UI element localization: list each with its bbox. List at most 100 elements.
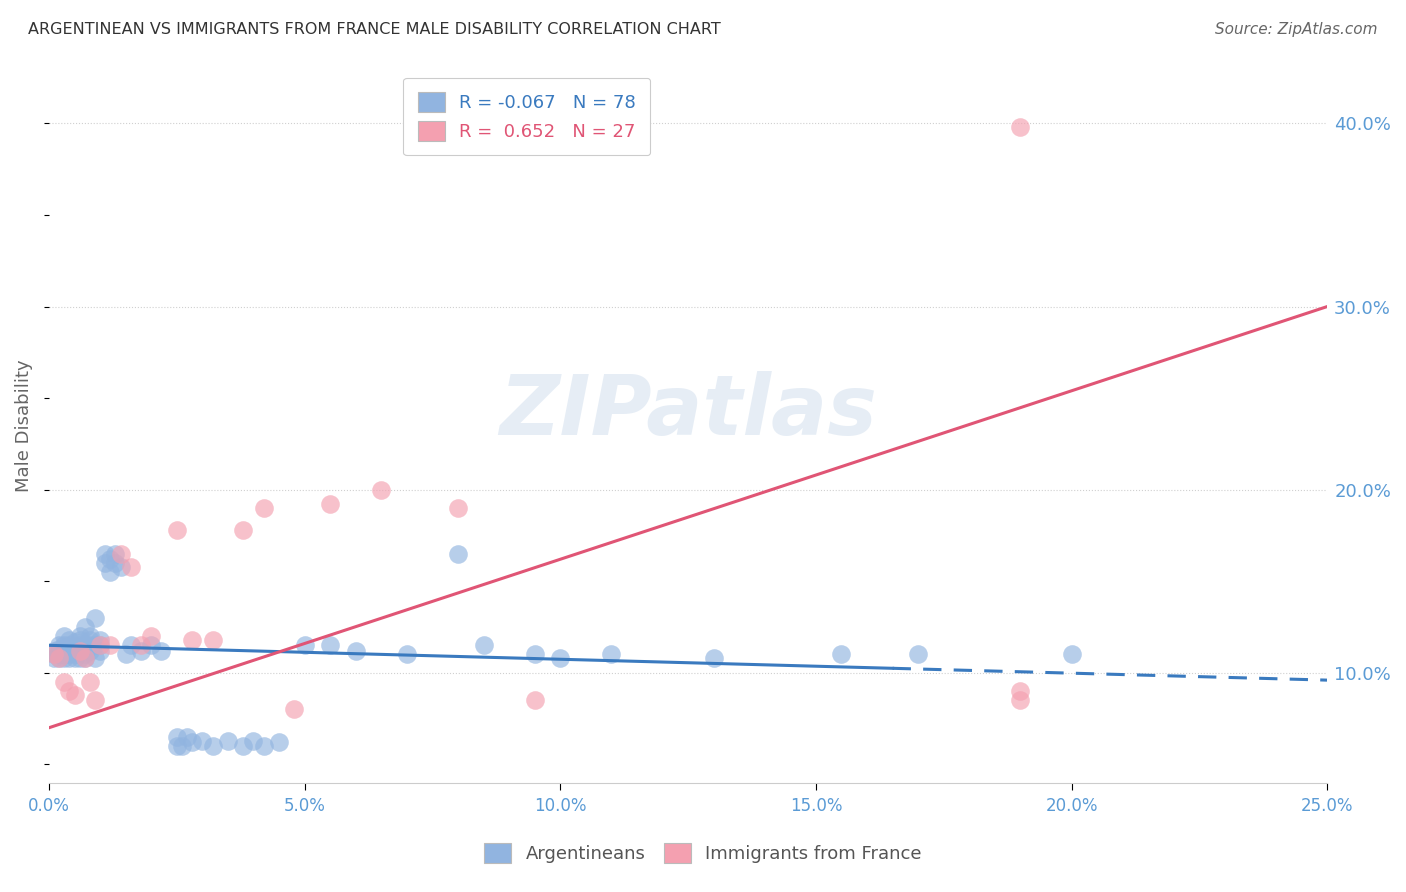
Point (283, 702, 305, 716)
Point (73, 651, 96, 665)
Point (69, 638, 91, 652)
Point (141, 629, 163, 643)
Legend: Argentineans, Immigrants from France: Argentineans, Immigrants from France (477, 836, 929, 871)
Point (104, 556, 127, 570)
Point (181, 735, 204, 749)
Point (42, 648, 65, 662)
Point (1010, 693, 1032, 707)
Point (319, 497, 342, 511)
Point (166, 523, 188, 537)
Point (79, 638, 101, 652)
Point (344, 644, 367, 658)
Point (89, 632, 111, 647)
Point (94, 547, 117, 561)
Point (110, 547, 132, 561)
Point (447, 501, 470, 516)
Point (110, 559, 132, 574)
Point (42, 651, 65, 665)
Point (98, 552, 121, 566)
Point (129, 638, 152, 652)
Point (395, 648, 418, 662)
Point (42, 648, 65, 662)
Point (703, 651, 725, 665)
Point (89, 638, 111, 652)
Text: ZIPatlas: ZIPatlas (499, 371, 877, 452)
Point (166, 730, 188, 744)
Point (48, 638, 70, 652)
Point (53, 629, 76, 643)
Point (58, 632, 80, 647)
Point (166, 739, 188, 753)
Point (447, 547, 470, 561)
Point (73, 620, 96, 634)
Point (98, 638, 121, 652)
Point (48, 648, 70, 662)
Point (191, 733, 214, 747)
Point (63, 634, 86, 648)
Point (48, 651, 70, 665)
Point (73, 651, 96, 665)
Point (63, 648, 86, 662)
Point (472, 638, 495, 652)
Point (73, 638, 96, 652)
Point (1010, 684, 1032, 698)
Text: Source: ZipAtlas.com: Source: ZipAtlas.com (1215, 22, 1378, 37)
Point (907, 648, 929, 662)
Point (73, 648, 96, 662)
Point (176, 730, 198, 744)
Point (120, 559, 142, 574)
Point (79, 644, 101, 658)
Point (104, 547, 127, 561)
Point (63, 644, 86, 658)
Point (319, 638, 342, 652)
Point (98, 565, 121, 579)
Point (63, 651, 86, 665)
Point (79, 632, 101, 647)
Point (69, 632, 91, 647)
Point (201, 739, 224, 753)
Point (69, 644, 91, 658)
Point (84, 638, 107, 652)
Point (94, 556, 117, 570)
Point (53, 648, 76, 662)
Point (89, 644, 111, 658)
Point (523, 693, 546, 707)
Point (114, 648, 136, 662)
Point (548, 651, 571, 665)
Point (120, 638, 142, 652)
Point (294, 638, 316, 652)
Point (253, 739, 276, 753)
Point (201, 632, 224, 647)
Point (89, 638, 111, 652)
Point (58, 684, 80, 698)
Point (232, 739, 254, 753)
Point (53, 675, 76, 690)
Point (48, 642, 70, 657)
Point (267, 735, 290, 749)
Point (53, 651, 76, 665)
Point (217, 733, 239, 747)
Point (63, 688, 86, 702)
Y-axis label: Male Disability: Male Disability (15, 359, 32, 491)
Point (253, 501, 276, 516)
Point (84, 611, 107, 625)
Point (79, 675, 101, 690)
Point (58, 644, 80, 658)
Legend: R = -0.067   N = 78, R =  0.652   N = 27: R = -0.067 N = 78, R = 0.652 N = 27 (404, 78, 651, 155)
Point (181, 632, 204, 647)
Point (42, 644, 65, 658)
Point (600, 648, 623, 662)
Point (63, 640, 86, 655)
Point (1010, 120, 1032, 135)
Point (58, 638, 80, 652)
Point (242, 733, 264, 747)
Point (53, 638, 76, 652)
Point (69, 651, 91, 665)
Point (69, 629, 91, 643)
Point (58, 648, 80, 662)
Point (79, 629, 101, 643)
Point (150, 644, 173, 658)
Point (232, 523, 254, 537)
Point (523, 648, 546, 662)
Point (58, 651, 80, 665)
